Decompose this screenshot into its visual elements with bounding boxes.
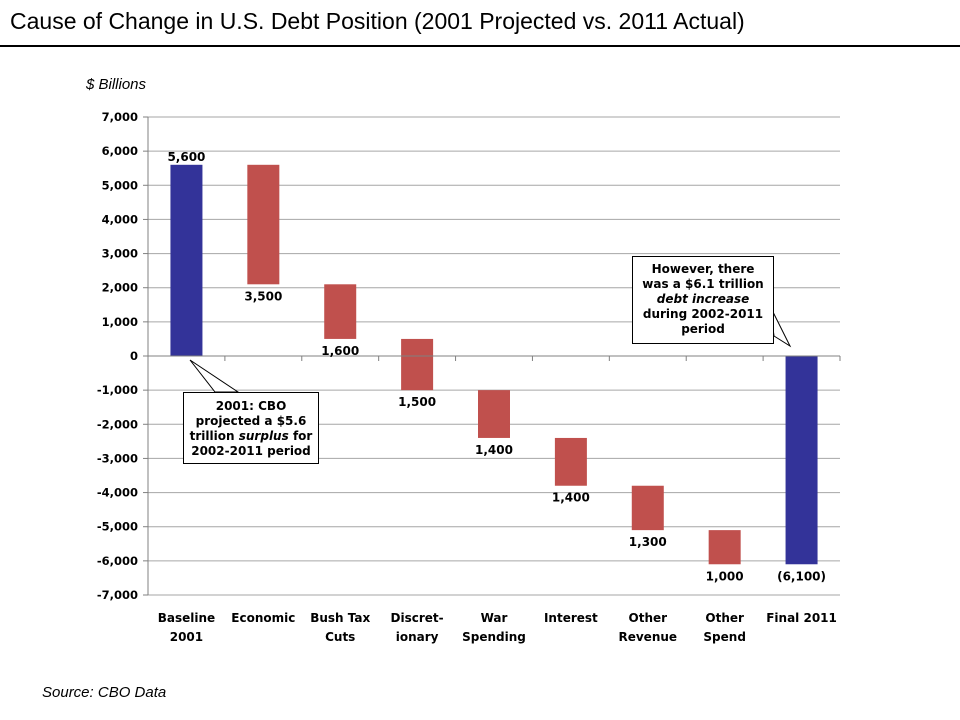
bar-value-label: 5,600 (167, 150, 205, 164)
x-category-label: Other (629, 611, 668, 625)
x-category-label: Interest (544, 611, 598, 625)
callout-right-debt-increase: debt increase (656, 292, 750, 306)
y-tick-label: -7,000 (97, 588, 138, 602)
callout-left-line3-prefix: trillion (189, 429, 235, 443)
x-category-label: Bush Tax (310, 611, 370, 625)
x-category-label: 2001 (170, 630, 203, 644)
y-tick-label: 6,000 (102, 144, 138, 158)
y-tick-label: -6,000 (97, 554, 138, 568)
y-tick-label: 2,000 (102, 281, 138, 295)
bar-value-label: 1,300 (629, 535, 667, 549)
y-tick-label: 0 (130, 349, 138, 363)
y-tick-label: -2,000 (97, 417, 138, 431)
source-note: Source: CBO Data (42, 684, 167, 701)
y-tick-label: 1,000 (102, 315, 138, 329)
x-category-label: Spend (703, 630, 746, 644)
x-category-label: Spending (462, 630, 526, 644)
chart-bars (170, 164, 818, 565)
y-tick-label: -1,000 (97, 383, 138, 397)
bar-4 (478, 390, 510, 438)
callout-left-surplus: surplus (238, 429, 289, 443)
bar-value-label: 1,600 (321, 344, 359, 358)
x-category-label: ionary (396, 630, 439, 644)
x-category-label: Baseline (158, 611, 215, 625)
x-category-label: Discret- (391, 611, 444, 625)
bar-8 (785, 356, 818, 565)
bar-value-label: 1,000 (706, 569, 744, 583)
y-tick-label: 5,000 (102, 178, 138, 192)
y-tick-label: 7,000 (102, 110, 138, 124)
callout-left-line1: 2001: CBO (215, 399, 287, 413)
final-callout: However, there was a $6.1 trillion debt … (632, 256, 774, 344)
bar-value-label: 3,500 (244, 289, 282, 303)
y-tick-label: -5,000 (97, 520, 138, 534)
y-tick-label: 3,000 (102, 247, 138, 261)
callout-left-line3: trillion surplus for (184, 429, 318, 444)
x-category-label: Other (705, 611, 744, 625)
baseline-callout-tail (189, 359, 240, 393)
chart-labels: 7,000 6,000 5,000 4,000 3,000 2,000 1,000 0 -1,0… (97, 110, 837, 644)
bar-3 (401, 338, 434, 391)
bar-value-label: 1,400 (552, 491, 590, 505)
title-divider (0, 45, 960, 47)
baseline-callout: 2001: CBO projected a $5.6 trillion surp… (183, 392, 319, 464)
x-category-label: Cuts (325, 630, 355, 644)
x-category-label: War (481, 611, 508, 625)
bar-value-label: (6,100) (777, 569, 826, 583)
y-tick-label: 4,000 (102, 212, 138, 226)
bar-value-label: 1,500 (398, 395, 436, 409)
x-category-label: Revenue (618, 630, 677, 644)
bar-value-label: 1,400 (475, 443, 513, 457)
bar-0 (170, 164, 203, 356)
bar-5 (554, 437, 587, 486)
callout-right-line4: during 2002-2011 (642, 307, 764, 321)
y-tick-label: -4,000 (97, 486, 138, 500)
bar-7 (708, 530, 741, 565)
callout-right-line2: was a $6.1 trillion (642, 277, 764, 291)
bar-6 (631, 485, 664, 531)
axes (143, 116, 841, 596)
callout-right-line1: However, there (651, 262, 755, 276)
callout-right-line5: period (681, 322, 725, 336)
callout-left-line3-suffix: for (292, 429, 313, 443)
bar-2 (324, 284, 357, 339)
callout-left-line2: projected a $5.6 (195, 414, 307, 428)
callout-left-line4: 2002-2011 period (191, 444, 311, 458)
y-axis-unit-label: $ Billions (86, 76, 147, 93)
x-category-label: Economic (231, 611, 295, 625)
x-category-label: Final 2011 (766, 611, 837, 625)
page-title: Cause of Change in U.S. Debt Position (2… (10, 8, 745, 34)
bar-1 (247, 164, 280, 285)
y-tick-label: -3,000 (97, 451, 138, 465)
